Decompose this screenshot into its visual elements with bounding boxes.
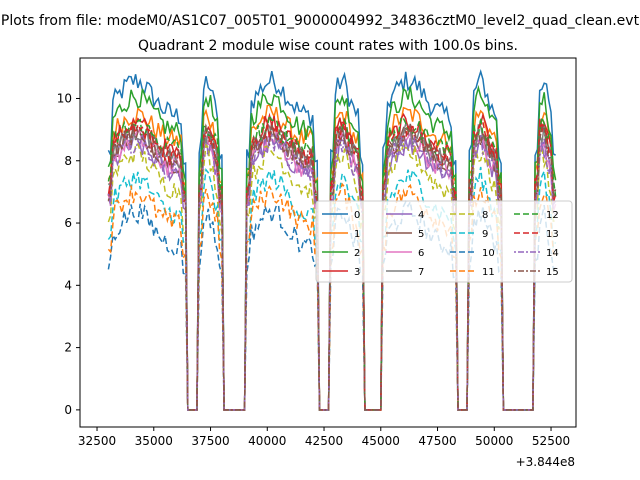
series-line-2 bbox=[107, 84, 557, 411]
x-tick-label: 45000 bbox=[362, 434, 400, 448]
series-line-11 bbox=[107, 182, 557, 411]
x-tick-label: 37500 bbox=[191, 434, 229, 448]
legend-label-11: 11 bbox=[482, 267, 495, 278]
y-tick-label: 2 bbox=[64, 341, 72, 355]
legend-label-13: 13 bbox=[546, 229, 559, 240]
x-tick-label: 40000 bbox=[248, 434, 286, 448]
y-tick-label: 6 bbox=[64, 216, 72, 230]
legend-label-8: 8 bbox=[482, 210, 488, 221]
legend-label-5: 5 bbox=[418, 229, 424, 240]
x-tick-label: 32500 bbox=[78, 434, 116, 448]
x-tick-label: 35000 bbox=[135, 434, 173, 448]
y-axis: 0 2 4 6 8 10 bbox=[57, 91, 80, 417]
series-line-12 bbox=[107, 113, 557, 411]
x-tick-label: 47500 bbox=[418, 434, 456, 448]
legend-label-2: 2 bbox=[354, 248, 360, 259]
series-line-15 bbox=[107, 123, 557, 411]
x-tick-label: 52500 bbox=[532, 434, 570, 448]
x-tick-label: 50000 bbox=[475, 434, 513, 448]
legend-label-0: 0 bbox=[354, 210, 360, 221]
legend-label-1: 1 bbox=[354, 229, 360, 240]
legend-label-4: 4 bbox=[418, 210, 424, 221]
series-line-14 bbox=[107, 132, 556, 411]
x-tick-label: 42500 bbox=[305, 434, 343, 448]
legend-label-12: 12 bbox=[546, 210, 559, 221]
x-offset-label: +3.844e8 bbox=[516, 455, 575, 469]
legend-label-6: 6 bbox=[418, 248, 424, 259]
chart-title: Quadrant 2 module wise count rates with … bbox=[138, 38, 518, 54]
legend-label-10: 10 bbox=[482, 248, 495, 259]
y-tick-label: 4 bbox=[64, 278, 72, 292]
legend-label-15: 15 bbox=[546, 267, 559, 278]
x-axis: 32500 35000 37500 40000 42500 45000 47500 50000… bbox=[78, 427, 570, 448]
legend-label-14: 14 bbox=[546, 248, 559, 259]
legend-box bbox=[315, 200, 573, 283]
figure-suptitle: Plots from file: modeM0/AS1C07_005T01_90… bbox=[1, 13, 640, 29]
axes-frame bbox=[79, 57, 577, 428]
y-tick-label: 0 bbox=[64, 403, 72, 417]
legend-label-3: 3 bbox=[354, 267, 360, 278]
legend-label-7: 7 bbox=[418, 267, 424, 278]
legend-label-9: 9 bbox=[482, 229, 488, 240]
y-tick-label: 8 bbox=[64, 154, 72, 168]
y-tick-label: 10 bbox=[57, 91, 72, 105]
